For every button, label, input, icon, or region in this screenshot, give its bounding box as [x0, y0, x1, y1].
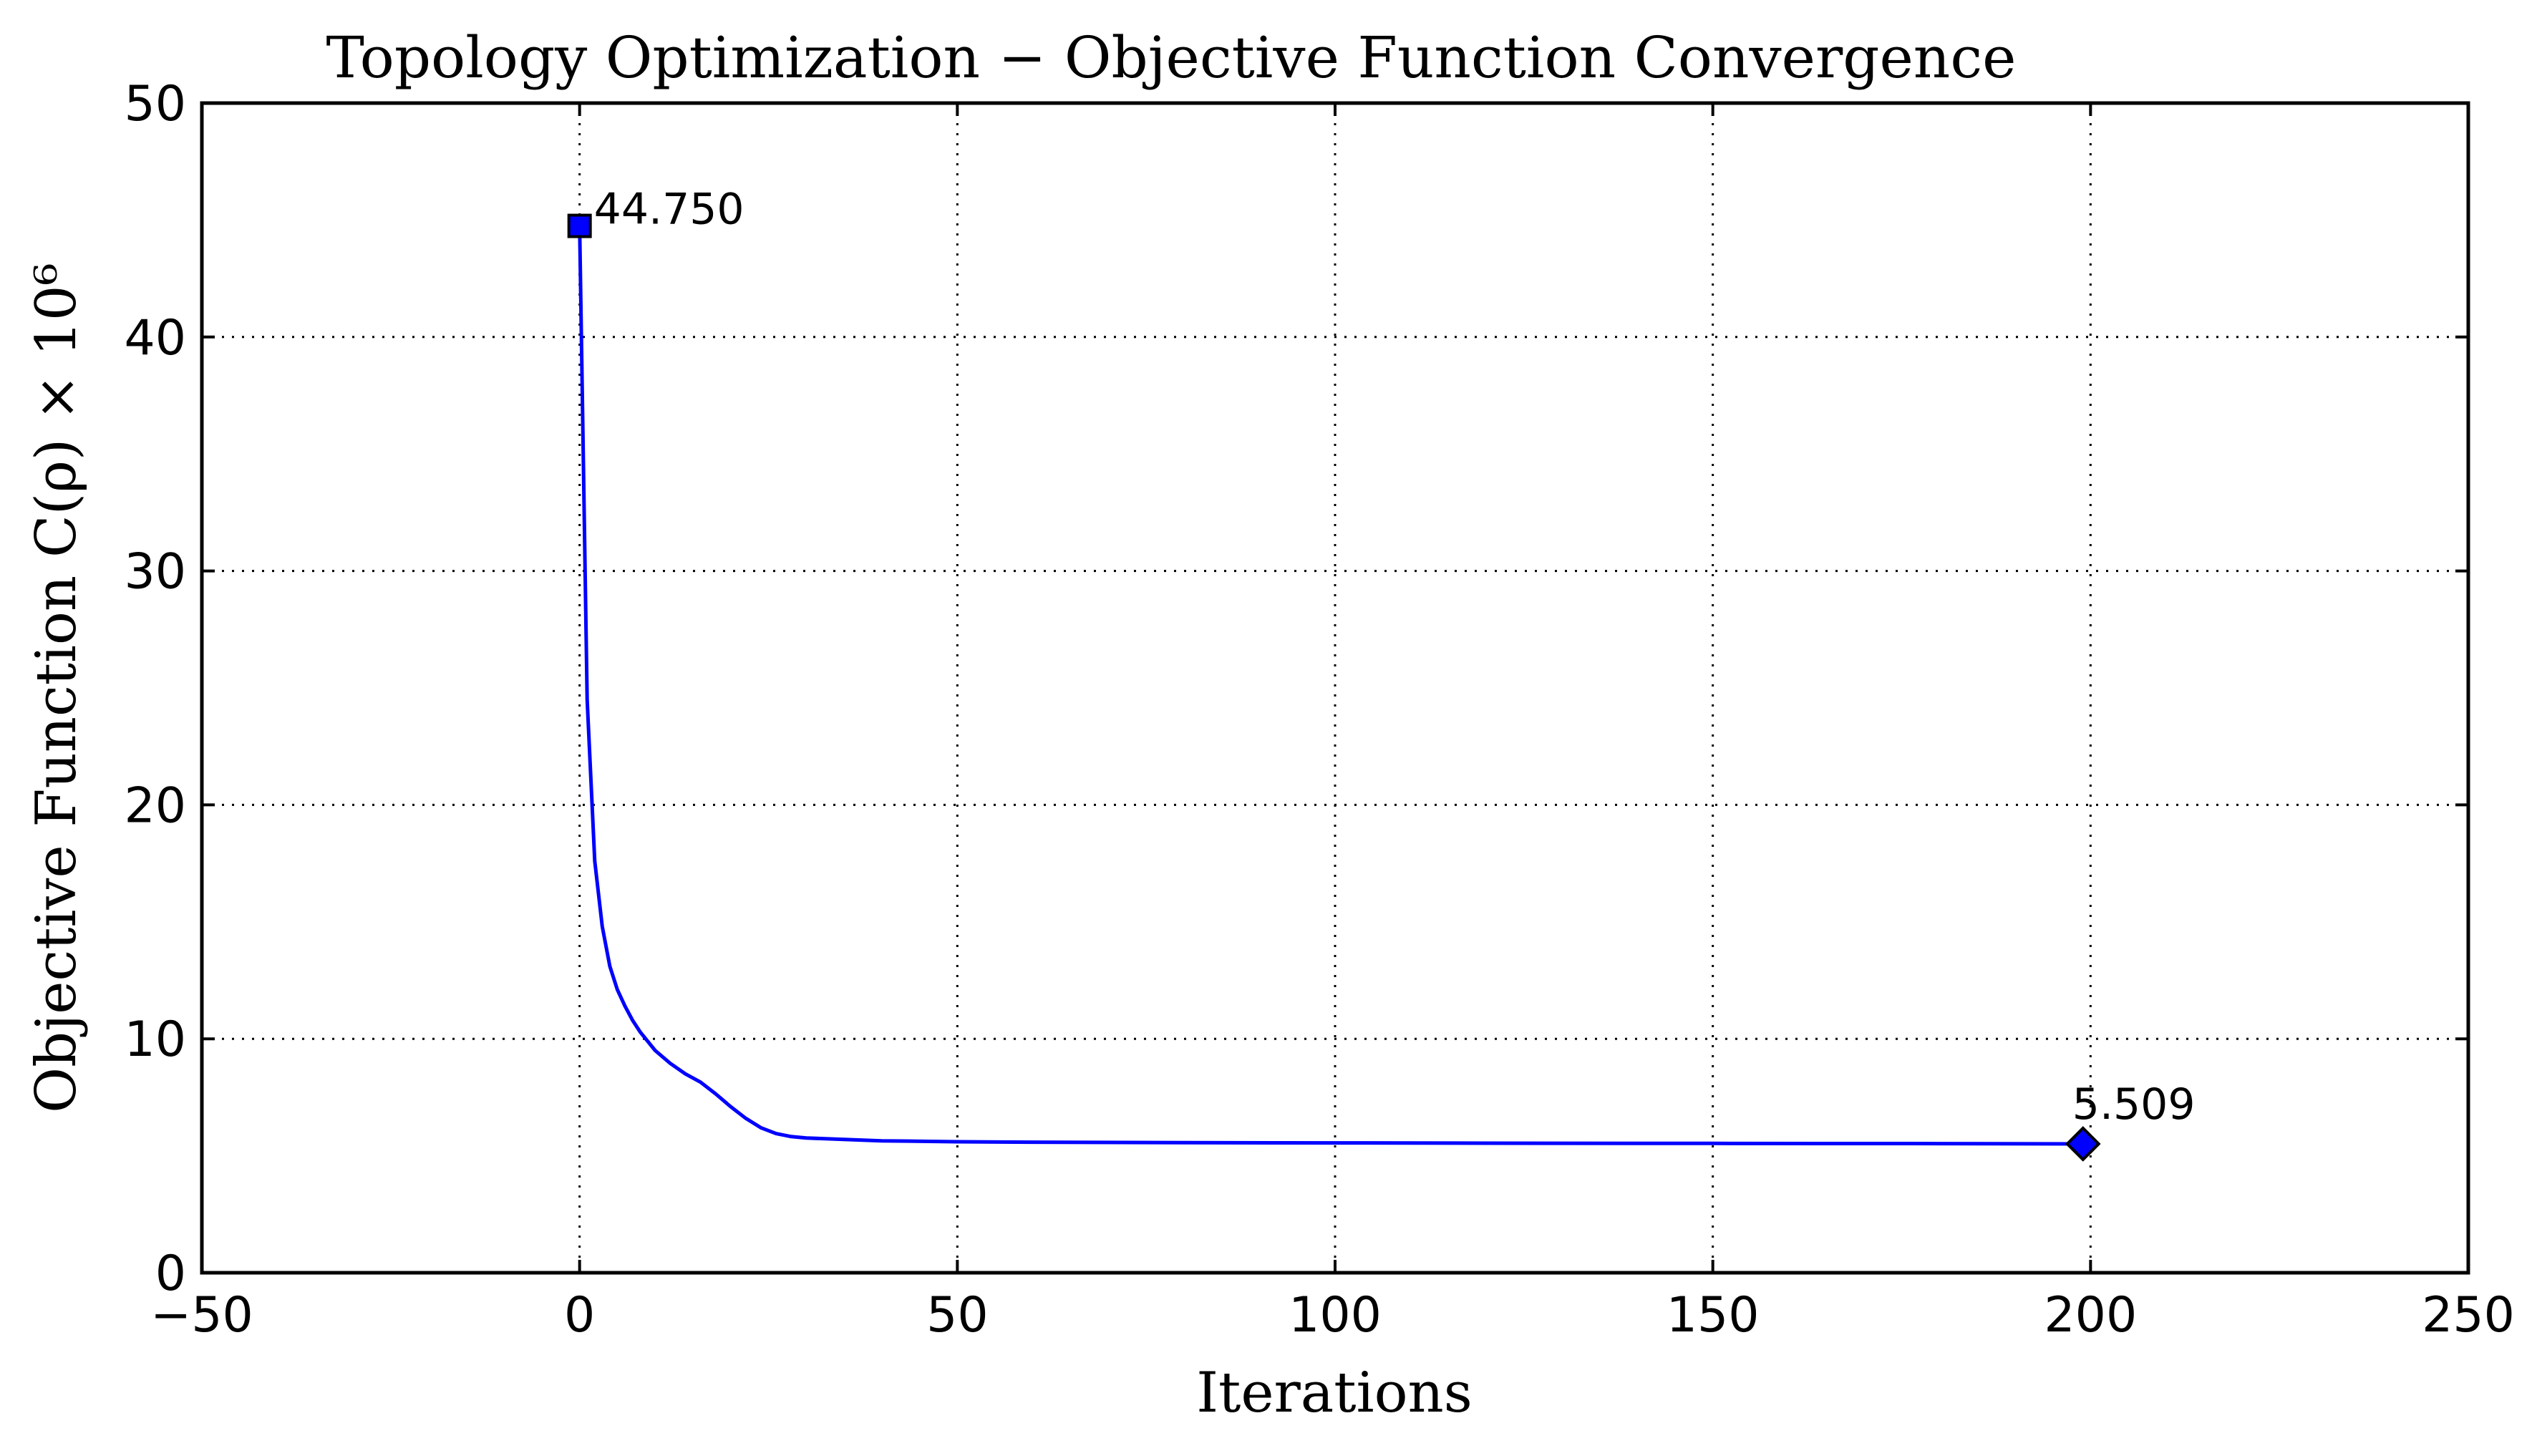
- y-tick-label: 50: [124, 76, 186, 132]
- start-point-marker: [567, 213, 592, 238]
- end-value-annotation: 5.509: [2072, 1079, 2196, 1130]
- y-tick-label: 20: [124, 777, 186, 834]
- x-axis-label: Iterations: [1196, 1361, 1473, 1425]
- y-tick-label: 0: [155, 1246, 186, 1302]
- start-value-annotation: 44.750: [594, 185, 744, 235]
- marker-layer: 44.750 5.509: [567, 185, 2196, 1162]
- grid-lines: [202, 103, 2468, 1273]
- convergence-line: [578, 224, 2085, 1146]
- series-layer: [578, 224, 2085, 1146]
- y-tick-label: 40: [124, 310, 186, 367]
- x-tick-label: −50: [150, 1287, 253, 1344]
- x-tick-label: 150: [1667, 1287, 1760, 1344]
- end-point-marker: [2065, 1126, 2101, 1162]
- y-tick-label: 10: [124, 1011, 186, 1068]
- x-tick-label: 250: [2422, 1287, 2515, 1344]
- x-tick-label: 50: [926, 1287, 989, 1344]
- chart-title: Topology Optimization − Objective Functi…: [326, 24, 2017, 91]
- y-tick-label: 30: [124, 544, 186, 601]
- x-tick-label: 0: [564, 1287, 595, 1344]
- x-tick-label: 200: [2044, 1287, 2137, 1344]
- x-tick-label: 100: [1289, 1287, 1382, 1344]
- y-axis-label: Objective Function C(ρ) × 10⁶: [24, 263, 89, 1113]
